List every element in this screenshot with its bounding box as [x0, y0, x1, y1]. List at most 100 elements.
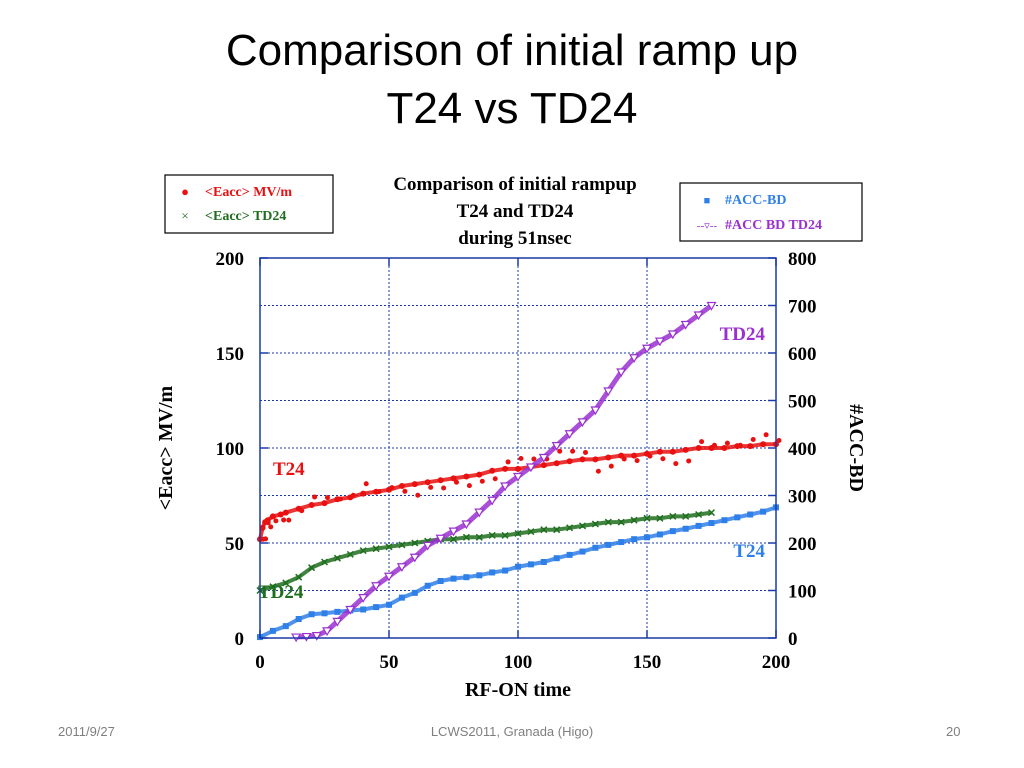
legend-label: #ACC-BD — [725, 193, 786, 208]
data-point-eacc_t24 — [647, 453, 653, 459]
data-point-eacc_t24 — [502, 465, 509, 472]
data-point-eacc_td24 — [269, 583, 277, 591]
data-point-eacc_t24 — [424, 479, 431, 486]
data-point-eacc_td24 — [385, 543, 393, 551]
data-point-eacc_td24 — [695, 510, 703, 519]
data-point-eacc_t24 — [631, 452, 638, 459]
data-point-eacc_t24 — [489, 467, 496, 474]
data-point-eacc_t24 — [350, 492, 356, 498]
data-point-eacc_td24 — [372, 545, 380, 553]
data-point-eacc_t24 — [415, 492, 421, 498]
legend-left: ● <Eacc> MV/m × <Eacc> TD24 — [164, 174, 334, 234]
data-point-bd_td24 — [500, 482, 511, 492]
data-point-eacc_t24 — [669, 448, 676, 455]
data-point-eacc_t24 — [337, 496, 343, 502]
data-point-eacc_td24 — [630, 516, 638, 524]
legend-marker: × — [181, 208, 188, 223]
data-point-bd_t24 — [386, 601, 392, 608]
data-point-eacc_t24 — [476, 471, 483, 478]
y-right-tick-label: 400 — [788, 439, 817, 460]
legend-label: <Eacc> MV/m — [205, 185, 292, 200]
data-point-eacc_t24 — [466, 483, 472, 489]
data-point-eacc_t24 — [299, 508, 305, 514]
data-point-eacc_t24 — [660, 456, 666, 462]
annotation-bd_t24: T24 — [733, 541, 765, 562]
data-point-bd_td24 — [487, 496, 498, 506]
data-point-bd_t24 — [618, 539, 625, 546]
data-point-bd_t24 — [373, 604, 380, 611]
data-point-bd_td24 — [654, 337, 665, 347]
slide-title-line2: T24 vs TD24 — [386, 84, 638, 133]
data-point-bd_td24 — [551, 442, 562, 451]
data-point-eacc_td24 — [488, 531, 496, 539]
data-point-bd_t24 — [747, 511, 754, 518]
data-point-eacc_t24 — [463, 473, 470, 480]
ticks: 0 50 100 150 2000501001502000100200300400500… — [216, 249, 817, 673]
data-point-eacc_td24 — [282, 579, 290, 587]
y-right-tick-label: 100 — [788, 582, 817, 603]
legend-right: ■ #ACC-BD --▿-- #ACC BD TD24 — [679, 182, 863, 242]
y-right-tick-label: 300 — [788, 487, 817, 508]
series-layer — [256, 301, 782, 643]
data-point-eacc_t24 — [682, 446, 689, 453]
data-point-eacc_td24 — [501, 531, 509, 539]
data-point-bd_t24 — [682, 525, 689, 532]
y-right-tick-label: 600 — [788, 344, 817, 365]
data-point-bd_td24 — [629, 354, 640, 363]
data-point-bd_td24 — [603, 387, 614, 397]
data-point-eacc_t24 — [454, 479, 459, 485]
data-point-eacc_td24 — [411, 539, 419, 547]
data-point-bd_t24 — [295, 616, 302, 622]
data-point-bd_td24 — [396, 563, 407, 572]
data-point-eacc_t24 — [277, 511, 284, 518]
y-right-tick-label: 0 — [788, 629, 798, 650]
data-point-eacc_t24 — [286, 517, 292, 523]
data-point-bd_td24 — [422, 541, 433, 551]
data-point-eacc_t24 — [557, 448, 563, 454]
y-left-axis-label: <Eacc> MV/m — [155, 385, 177, 510]
data-point-eacc_td24 — [333, 554, 341, 562]
annotation-eacc_t24: T24 — [273, 459, 305, 480]
data-point-bd_td24 — [371, 582, 382, 591]
data-point-bd_td24 — [358, 594, 369, 603]
data-point-eacc_t24 — [518, 456, 524, 462]
data-point-eacc_t24 — [592, 456, 599, 463]
data-point-eacc_t24 — [321, 500, 328, 507]
data-point-eacc_td24 — [462, 533, 470, 541]
data-point-eacc_td24 — [707, 509, 716, 517]
data-point-eacc_t24 — [376, 489, 382, 495]
x-tick-label: 0 — [255, 652, 265, 673]
data-point-eacc_t24 — [264, 517, 271, 524]
data-point-bd_t24 — [334, 608, 341, 615]
series-bd_td24 — [291, 301, 717, 643]
data-point-eacc_t24 — [402, 488, 408, 494]
data-point-eacc_td24 — [359, 547, 367, 555]
footer-date: 2011/9/27 — [58, 724, 115, 739]
data-point-bd_td24 — [474, 508, 485, 518]
series-eacc_td24 — [256, 509, 716, 595]
data-point-eacc_t24 — [583, 449, 588, 455]
data-point-bd_t24 — [321, 610, 328, 617]
data-point-eacc_t24 — [621, 456, 627, 462]
data-point-eacc_t24 — [308, 502, 315, 508]
data-point-eacc_td24 — [398, 541, 406, 549]
data-point-eacc_td24 — [604, 518, 612, 526]
data-point-bd_t24 — [760, 508, 767, 515]
footer-page-number: 20 — [946, 724, 961, 739]
data-point-bd_td24 — [301, 632, 312, 642]
annotation-bd_td24: TD24 — [720, 324, 766, 345]
legend-marker: ■ — [704, 195, 711, 207]
data-point-eacc_td24 — [656, 514, 664, 522]
data-point-bd_t24 — [515, 563, 521, 570]
data-point-bd_t24 — [269, 627, 276, 634]
chart-title: Comparison of initial rampup T24 and TD24… — [393, 174, 636, 249]
data-point-eacc_t24 — [724, 440, 730, 446]
data-point-eacc_t24 — [441, 485, 447, 491]
data-point-eacc_t24 — [566, 458, 573, 465]
data-point-eacc_t24 — [479, 478, 485, 484]
data-point-bd_td24 — [409, 553, 420, 563]
data-point-bd_t24 — [669, 528, 676, 535]
data-point-eacc_t24 — [492, 476, 498, 482]
data-point-eacc_t24 — [712, 442, 717, 448]
data-point-bd_t24 — [644, 534, 650, 541]
